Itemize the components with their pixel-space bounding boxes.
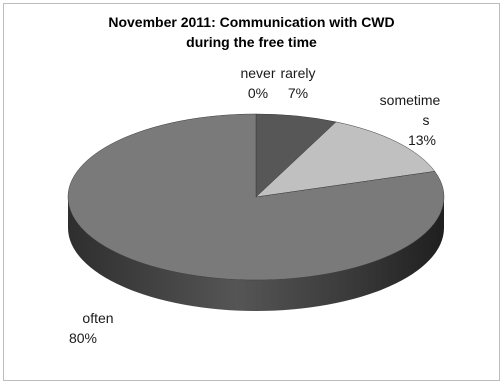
pie-side-often (68, 197, 444, 311)
data-label-never-category: never (240, 65, 275, 81)
chart-title: November 2011: Communication with CWD du… (4, 12, 499, 52)
pie-slice-often (67, 113, 445, 281)
data-label-sometime-s-category: sometime (380, 92, 441, 108)
data-label-often-value: 80% (69, 330, 97, 346)
pie-labels: never 0% rarely 7% sometime s 13% often 80% (69, 65, 441, 346)
chart-title-line-2: during the free time (186, 34, 317, 50)
data-label-sometime-s-category-wrap: s (423, 112, 430, 128)
pie-tops (67, 113, 445, 281)
data-label-sometime-s-value: 13% (408, 132, 436, 148)
data-label-rarely-category: rarely (280, 65, 315, 81)
pie-sides (68, 197, 444, 311)
data-label-rarely-value: 7% (288, 85, 308, 101)
chart-title-line-1: November 2011: Communication with CWD (108, 14, 395, 30)
data-label-often-category: often (82, 310, 113, 326)
data-label-never-value: 0% (248, 85, 268, 101)
pie-slice-sometime-s (255, 121, 436, 198)
